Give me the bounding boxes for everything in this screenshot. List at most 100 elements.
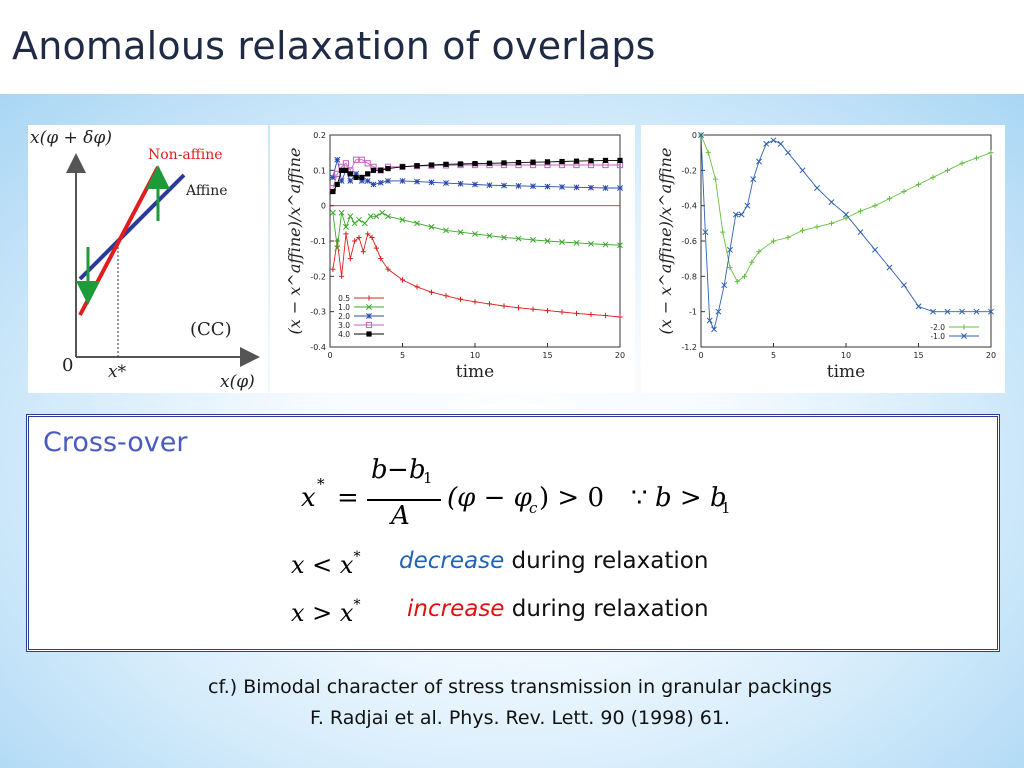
data-point	[359, 174, 365, 180]
data-point	[702, 229, 709, 236]
data-point	[347, 256, 353, 262]
data-point	[334, 181, 340, 188]
data-point	[329, 209, 336, 216]
x-tick-label: 5	[400, 351, 405, 360]
data-point	[777, 140, 784, 147]
schematic-xstar-label: x*	[108, 362, 127, 382]
data-point	[428, 179, 435, 186]
y-tick-label: -0.3	[310, 308, 326, 317]
x-tick-label: 15	[913, 351, 923, 360]
data-point	[901, 282, 907, 289]
data-point	[721, 282, 728, 289]
data-point	[715, 308, 722, 315]
data-point	[399, 164, 406, 170]
condition1-desc: decrease during relaxation	[399, 548, 708, 574]
data-point	[799, 167, 806, 174]
eq-num-b1: b	[409, 455, 426, 485]
reference-line-1: cf.) Bimodal character of stress transmi…	[208, 676, 832, 698]
data-point	[385, 266, 391, 272]
data-point	[351, 220, 358, 227]
schematic-svg: x(φ + δφ) Non-affine Affine (CC) 0 x* x(…	[30, 128, 260, 392]
data-point	[373, 213, 380, 220]
data-point	[559, 158, 565, 165]
y-tick-label: 0	[321, 202, 326, 211]
data-point	[559, 183, 565, 190]
eq-close: ) > 0	[539, 483, 604, 513]
data-point	[515, 182, 522, 189]
data-point	[559, 239, 565, 246]
data-point	[457, 180, 464, 187]
condition1-rest: during relaxation	[504, 548, 709, 574]
x-tick-label: 10	[841, 351, 851, 360]
data-point	[443, 227, 449, 234]
legend-label: -1.0	[930, 332, 945, 341]
data-point	[343, 167, 349, 173]
y-tick-label: -0.6	[681, 237, 697, 246]
data-point	[334, 156, 341, 163]
data-point	[370, 181, 377, 188]
data-point	[602, 185, 609, 191]
nonaffine-line	[78, 166, 160, 316]
legend-label: 2.0	[338, 312, 350, 321]
data-point	[356, 234, 362, 241]
eq-equals: =	[337, 483, 359, 513]
data-point	[472, 161, 478, 167]
data-point	[732, 211, 739, 218]
data-point	[364, 177, 371, 184]
data-point	[973, 155, 980, 161]
y-axis-label: (x − x^affine)/x^affine	[285, 148, 304, 335]
x-axis-label: time	[827, 362, 865, 382]
x-axis-label: time	[456, 362, 494, 382]
data-point	[988, 308, 994, 315]
data-point	[814, 224, 820, 230]
legend-marker	[366, 331, 372, 337]
data-point	[486, 301, 493, 307]
legend-label: 0.5	[338, 294, 350, 303]
data-point	[339, 167, 345, 173]
data-point	[617, 314, 623, 320]
x-tick-label: 20	[615, 351, 625, 360]
data-point	[763, 140, 770, 147]
data-point	[353, 156, 360, 163]
series--2.0	[698, 132, 994, 285]
data-point	[886, 196, 893, 202]
legend-marker	[366, 295, 372, 301]
eq-fraction-bar	[367, 499, 441, 501]
legend-marker	[961, 333, 967, 339]
data-point	[756, 158, 762, 165]
data-point	[711, 326, 718, 333]
data-point	[749, 259, 755, 265]
data-point	[973, 308, 980, 315]
data-point	[530, 306, 536, 312]
data-point	[544, 308, 551, 314]
condition1-lhs: x < x*	[291, 549, 360, 579]
data-point	[356, 216, 362, 223]
condition2-lhs: x > x*	[291, 597, 360, 627]
eq-b-sub: 1	[721, 499, 731, 517]
data-point	[330, 266, 336, 272]
data-point	[573, 239, 580, 246]
data-point	[785, 234, 791, 241]
eq-num-b: b	[371, 455, 388, 485]
data-point	[347, 213, 354, 220]
schematic-y-label: x(φ + δφ)	[30, 128, 112, 148]
x-tick-label: 0	[698, 351, 703, 360]
data-point	[443, 180, 449, 187]
data-point	[428, 289, 435, 295]
data-point	[741, 273, 748, 279]
series-0.5	[330, 231, 623, 320]
data-point	[944, 308, 951, 315]
data-point	[342, 223, 349, 230]
data-point	[770, 238, 777, 244]
y-axis-label: (x − x^affine)/x^affine	[656, 148, 675, 335]
data-point	[785, 149, 791, 156]
data-point	[705, 150, 711, 156]
data-point	[378, 167, 384, 173]
data-point	[334, 238, 340, 244]
data-point	[329, 174, 336, 181]
y-tick-label: -0.1	[310, 237, 326, 246]
legend-label: 4.0	[338, 330, 350, 339]
data-point	[944, 167, 951, 173]
